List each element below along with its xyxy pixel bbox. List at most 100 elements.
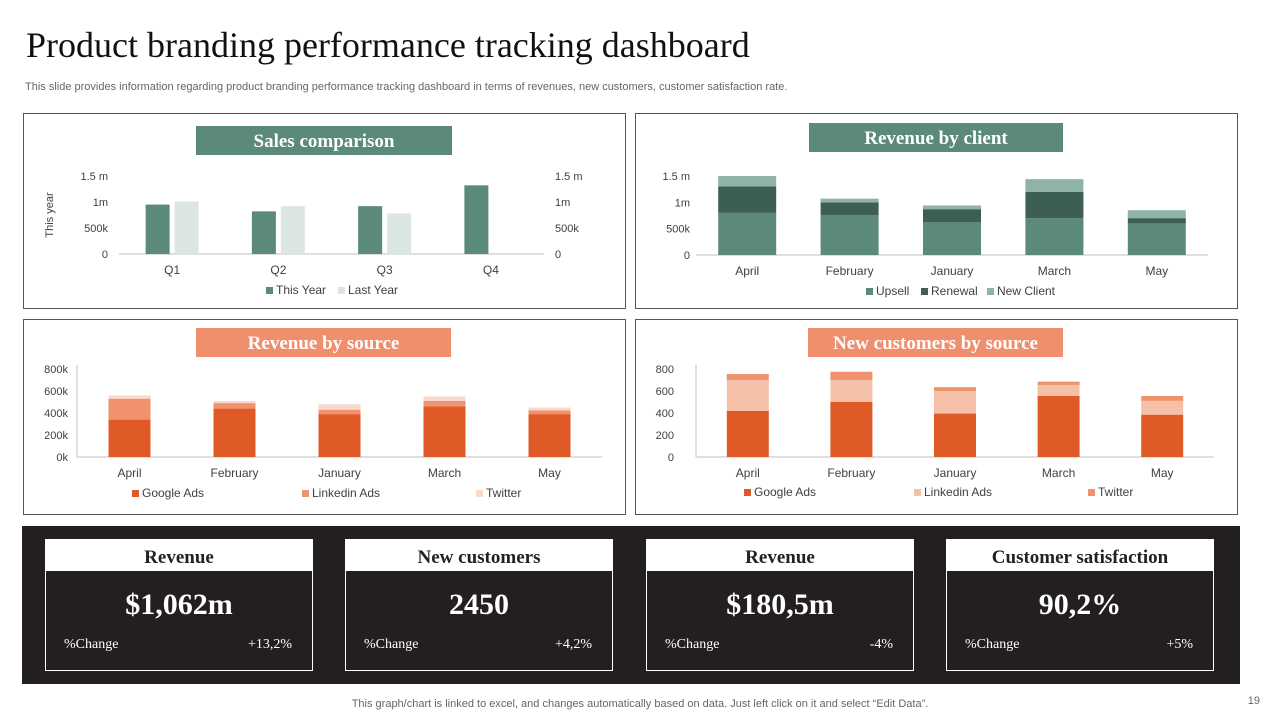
legend-swatch bbox=[744, 489, 751, 496]
bar-segment-upsell bbox=[1127, 223, 1186, 255]
bar-segment-new-client bbox=[1025, 179, 1084, 192]
footer-note: This graph/chart is linked to excel, and… bbox=[351, 698, 929, 710]
x-tick-label: March bbox=[1038, 264, 1071, 278]
x-tick-label: Q3 bbox=[377, 263, 393, 277]
bar-segment-google-ads bbox=[1141, 414, 1184, 457]
bar-segment-upsell bbox=[1025, 218, 1084, 255]
sales-comparison-banner: Sales comparison bbox=[196, 126, 452, 155]
bar-segment-renewal bbox=[1127, 218, 1186, 224]
bar-segment-twitter bbox=[1037, 381, 1080, 385]
kpi-value: $180,5m bbox=[726, 588, 834, 621]
sales-comparison-panel[interactable]: Sales comparison 0 0 500k 500k 1m 1m 1.5 m 1.5 … bbox=[23, 113, 626, 309]
bar-segment-google-ads bbox=[528, 414, 571, 457]
bar-this-year bbox=[251, 211, 276, 254]
page-number: 19 bbox=[1247, 695, 1260, 707]
legend-swatch bbox=[132, 490, 139, 497]
revenue-by-source-chart[interactable]: 0k 200k 400k 600k 800k April February January Ma… bbox=[24, 320, 625, 514]
bar-segment-linkedin-ads bbox=[1037, 384, 1080, 396]
kpi-card-revenue[interactable]: Revenue $1,062m %Change +13,2% bbox=[45, 539, 313, 671]
legend-label: Linkedin Ads bbox=[924, 485, 992, 499]
legend-label: Last Year bbox=[348, 283, 398, 297]
bar-segment-new-client bbox=[820, 198, 879, 203]
x-tick-label: April bbox=[736, 466, 760, 480]
x-tick-label: February bbox=[826, 264, 874, 278]
bar-segment-new-client bbox=[923, 205, 981, 210]
bar-segment-twitter bbox=[213, 400, 256, 404]
y-tick-label: 0 bbox=[102, 249, 108, 261]
x-tick-label: Q2 bbox=[270, 263, 286, 277]
page-title: Product branding performance tracking da… bbox=[26, 25, 750, 65]
x-tick-label: Q1 bbox=[164, 263, 180, 277]
legend-swatch bbox=[914, 489, 921, 496]
legend-label: Google Ads bbox=[754, 485, 816, 499]
bar-segment-linkedin-ads bbox=[528, 410, 571, 415]
bar-segment-upsell bbox=[923, 222, 981, 255]
bar-segment-renewal bbox=[820, 202, 879, 215]
bar-segment-twitter bbox=[1141, 395, 1184, 401]
y-tick-label: 800 bbox=[656, 364, 674, 376]
bar-segment-linkedin-ads bbox=[726, 380, 769, 411]
x-tick-label: May bbox=[1145, 264, 1168, 278]
bar-segment-google-ads bbox=[830, 402, 873, 457]
kpi-change-label: %Change bbox=[665, 637, 720, 652]
bar-segment-twitter bbox=[423, 396, 466, 401]
revenue-by-source-panel[interactable]: Revenue by source 0k 200k 400k 600k 800k Apri… bbox=[23, 319, 626, 515]
revenue-by-source-banner: Revenue by source bbox=[196, 328, 451, 357]
kpi-card-new-customers[interactable]: New customers 2450 %Change +4,2% bbox=[345, 539, 613, 671]
bar-this-year bbox=[145, 204, 170, 254]
bar-segment-google-ads bbox=[423, 406, 466, 457]
x-tick-label: April bbox=[117, 466, 141, 480]
bar-segment-upsell bbox=[820, 214, 879, 255]
legend-label: Google Ads bbox=[142, 486, 204, 500]
y-tick-label: 400 bbox=[656, 408, 674, 420]
bar-segment-google-ads bbox=[934, 413, 976, 457]
kpi-value: 2450 bbox=[449, 588, 509, 621]
y-tick-label: 600 bbox=[656, 386, 674, 398]
y-tick-label-right: 1m bbox=[555, 197, 570, 209]
x-tick-label: January bbox=[318, 466, 361, 480]
kpi-card-customer-satisfaction[interactable]: Customer satisfaction 90,2% %Change +5% bbox=[946, 539, 1214, 671]
y-tick-label: 500k bbox=[84, 223, 108, 235]
legend-swatch bbox=[338, 287, 345, 294]
bar-segment-linkedin-ads bbox=[318, 409, 361, 415]
kpi-change-value: -4% bbox=[869, 637, 893, 652]
bar-segment-google-ads bbox=[726, 410, 769, 457]
legend-swatch bbox=[302, 490, 309, 497]
legend-swatch bbox=[866, 288, 873, 295]
legend-label: New Client bbox=[997, 284, 1056, 298]
new-customers-chart[interactable]: 0 200 400 600 800 April February January March Ma… bbox=[636, 320, 1237, 514]
revenue-by-client-chart[interactable]: 0 500k 1m 1.5 m April February January March May… bbox=[636, 114, 1237, 308]
bar-segment-google-ads bbox=[213, 408, 256, 457]
bar-segment-new-client bbox=[1127, 210, 1186, 219]
legend-swatch bbox=[266, 287, 273, 294]
sales-comparison-chart[interactable]: 0 0 500k 500k 1m 1m 1.5 m 1.5 m This year Q1 Q2 Q3 Q… bbox=[24, 114, 625, 308]
bar-segment-twitter bbox=[108, 395, 151, 399]
y-tick-label: 200 bbox=[656, 430, 674, 442]
bar-segment-upsell bbox=[718, 212, 777, 255]
y-tick-label: 200k bbox=[44, 430, 68, 442]
bar-segment-linkedin-ads bbox=[108, 398, 151, 420]
x-tick-label: March bbox=[1042, 466, 1075, 480]
bar-last-year bbox=[387, 213, 412, 254]
bar-last-year bbox=[174, 201, 199, 254]
y-axis-title: This year bbox=[44, 192, 56, 238]
kpi-change-label: %Change bbox=[364, 637, 419, 652]
y-tick-label: 1.5 m bbox=[80, 171, 108, 183]
page-subtitle: This slide provides information regardin… bbox=[25, 81, 788, 93]
y-tick-label: 1m bbox=[675, 197, 690, 209]
y-tick-label: 1m bbox=[93, 197, 108, 209]
bar-segment-linkedin-ads bbox=[423, 400, 466, 407]
x-tick-label: April bbox=[735, 264, 759, 278]
new-customers-banner: New customers by source bbox=[808, 328, 1063, 357]
kpi-change-value: +5% bbox=[1166, 637, 1193, 652]
legend-label: Renewal bbox=[931, 284, 978, 298]
bar-segment-twitter bbox=[528, 407, 571, 411]
x-tick-label: May bbox=[538, 466, 561, 480]
kpi-title: New customers bbox=[346, 540, 612, 571]
kpi-card-revenue-2[interactable]: Revenue $180,5m %Change -4% bbox=[646, 539, 914, 671]
revenue-by-client-panel[interactable]: Revenue by client 0 500k 1m 1.5 m April Febru… bbox=[635, 113, 1238, 309]
new-customers-panel[interactable]: New customers by source 0 200 400 600 800 Apr… bbox=[635, 319, 1238, 515]
legend-label: Upsell bbox=[876, 284, 909, 298]
bar-segment-renewal bbox=[718, 186, 777, 213]
y-tick-label: 400k bbox=[44, 408, 68, 420]
